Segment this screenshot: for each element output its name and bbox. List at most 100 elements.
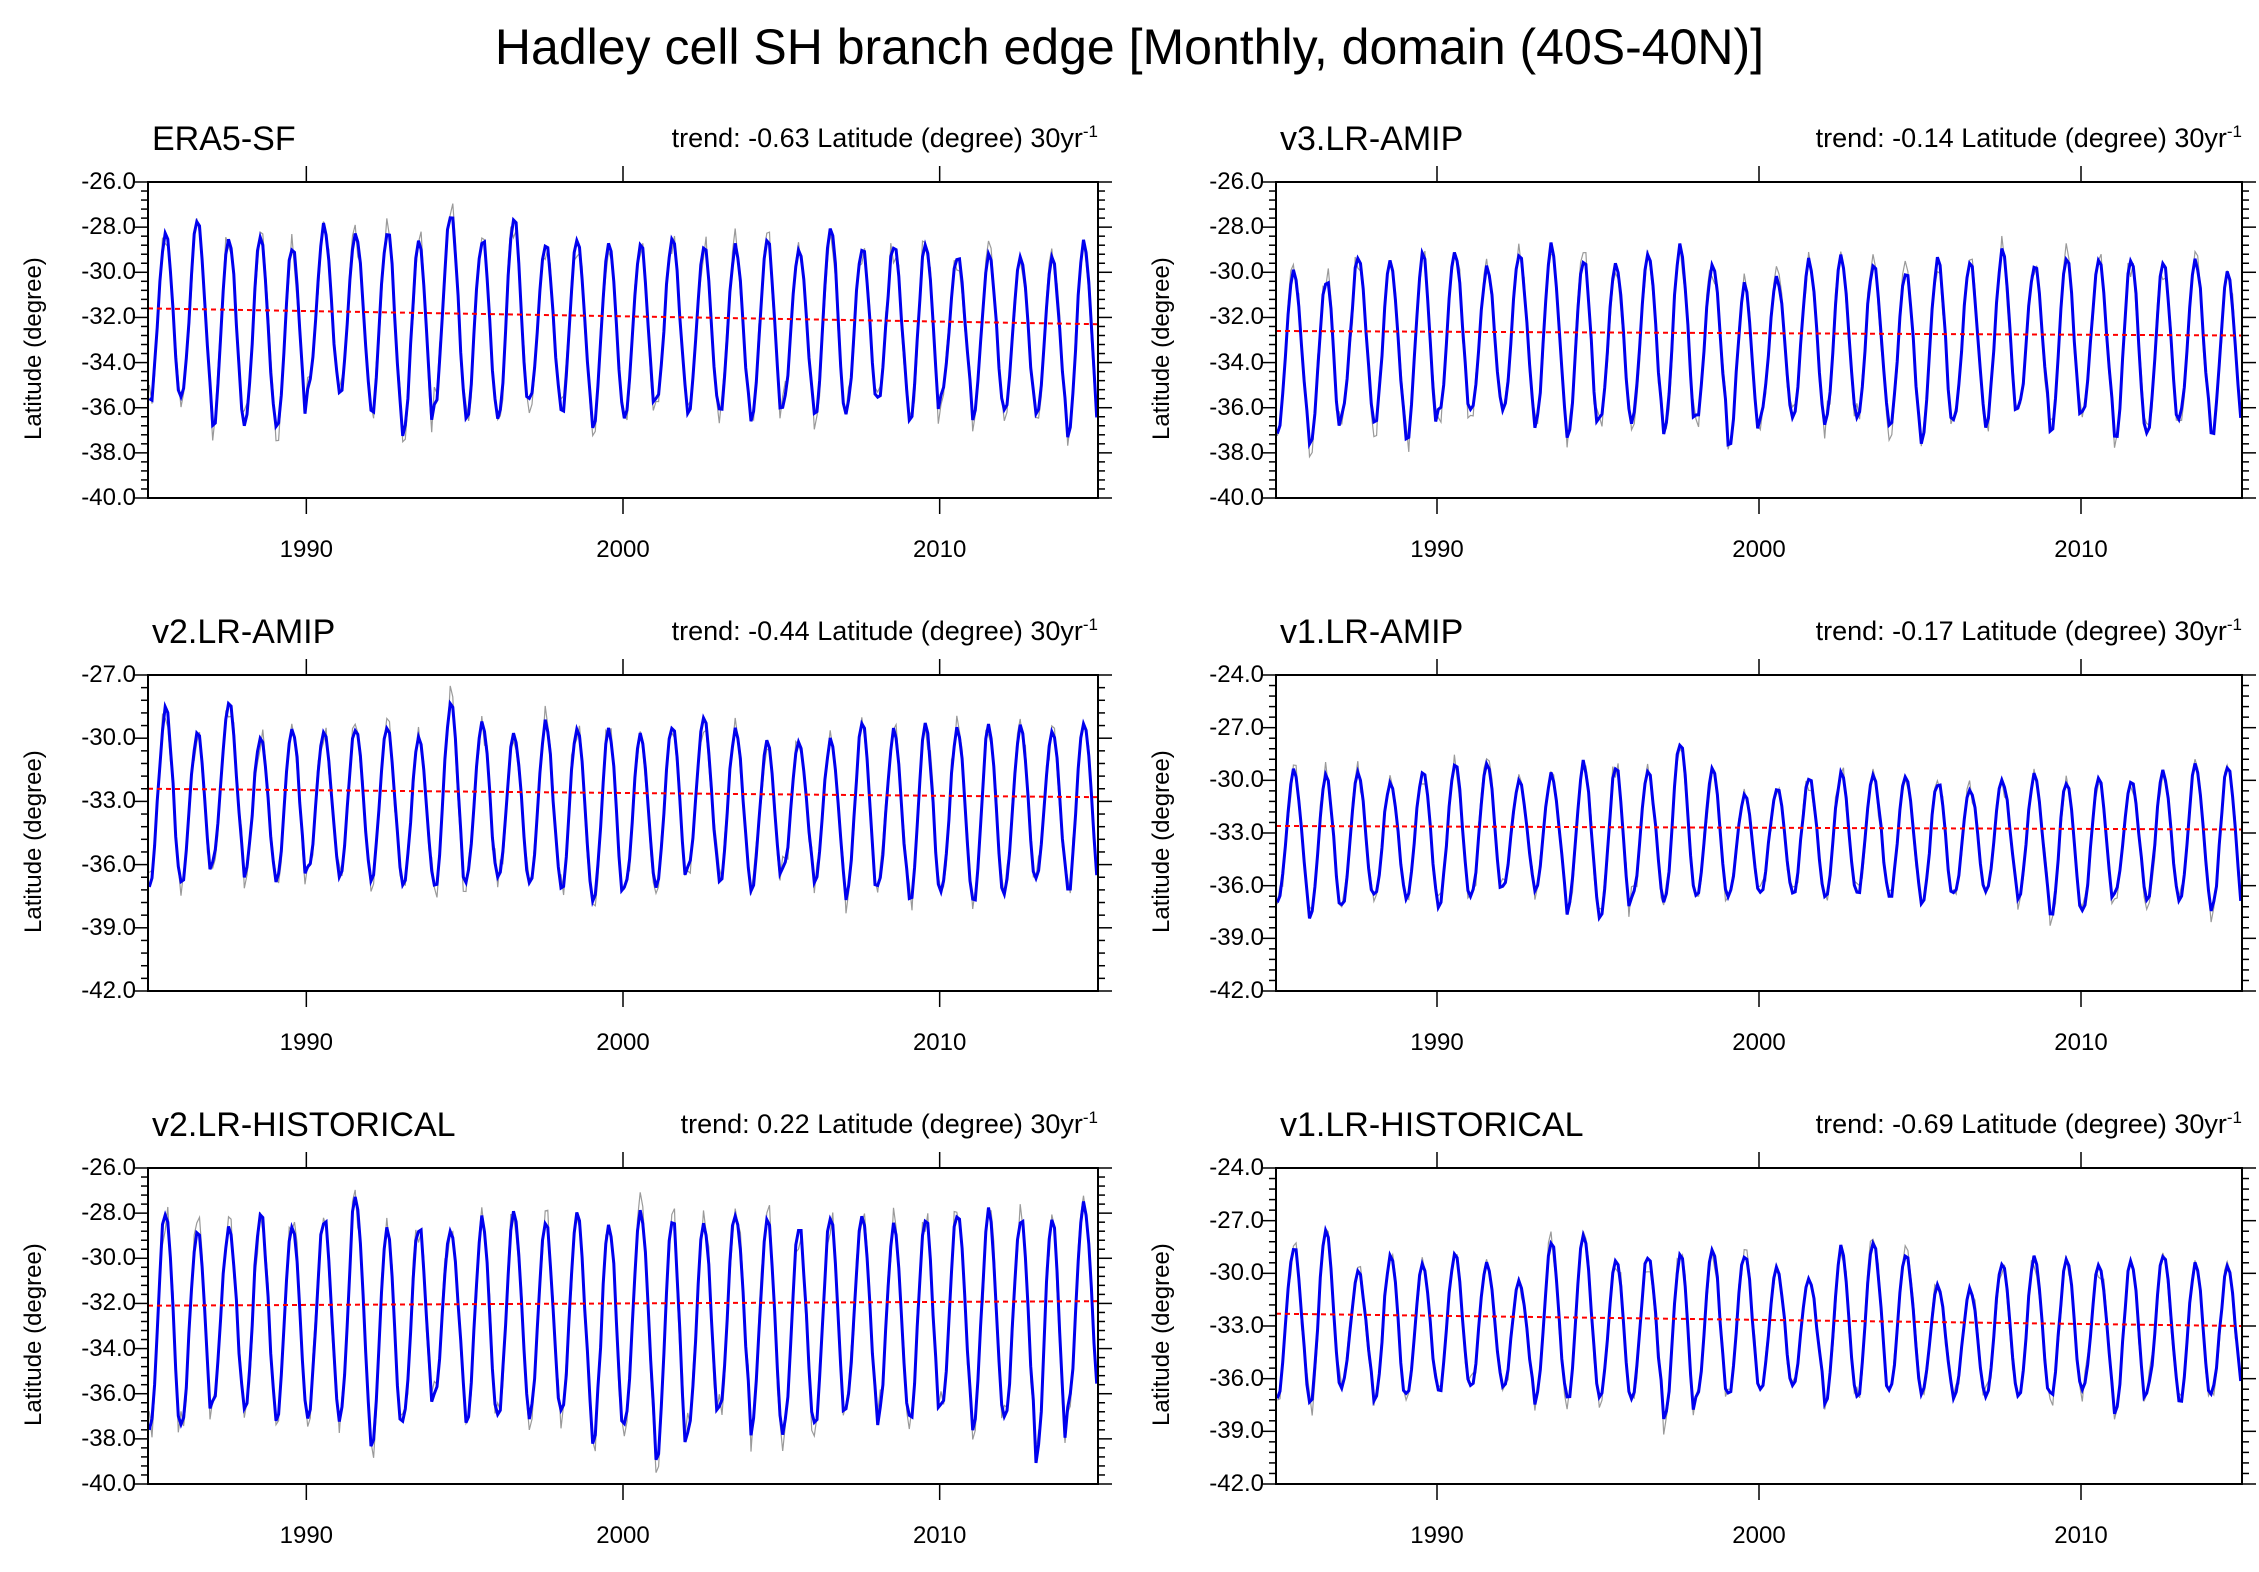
y-tick-label: -28.0 [81,213,136,241]
y-tick-label: -42.0 [1209,977,1264,1004]
trend-line [1275,329,2243,337]
y-tick-label: -34.0 [81,348,136,376]
x-tick-label: 2000 [1732,536,1786,563]
y-tick-label: -27.0 [1209,1206,1264,1234]
trend-annotation: trend: -0.63 Latitude (degree) 30yr-1 [672,122,1098,154]
y-tick-label: -34.0 [81,1334,136,1362]
trend-line [147,307,1099,326]
trend-exponent: -1 [1082,122,1098,141]
plot-frame [1275,1167,2243,1485]
plot-area [134,166,1112,514]
x-tick-label: 1990 [279,1522,334,1549]
y-tick-label: -30.0 [81,258,136,286]
y-tick-label: -38.0 [81,1424,136,1452]
y-tick-label: -30.0 [1209,258,1264,286]
trend-unit: 30yr [2174,123,2227,153]
trend-text: trend: -0.44 Latitude (degree) [671,616,1031,646]
y-tick-label: -38.0 [1209,438,1264,466]
y-tick-label: -36.0 [1209,393,1264,421]
y-tick-label: -34.0 [1209,348,1264,376]
trend-exponent: -1 [1082,615,1098,634]
y-tick-label: -32.0 [81,1289,136,1317]
x-tick-label: 2000 [596,1029,650,1056]
plot-area [1262,166,2256,514]
series-smoothed-line [1275,242,2243,450]
series-smoothed-line [147,699,1099,908]
trend-unit: 30yr [1030,1109,1083,1139]
x-tick-label: 2010 [2054,1522,2108,1549]
y-tick-label: -27.0 [1209,713,1264,741]
panel-title: v2.LR-AMIP [152,613,336,651]
trend-annotation: trend: -0.17 Latitude (degree) 30yr-1 [1816,615,2242,647]
trend-text: trend: 0.22 Latitude (degree) [680,1109,1031,1139]
series-raw-line [148,685,1098,914]
series-smoothed-line [1275,742,2243,922]
x-tick-label: 2010 [2054,1029,2108,1056]
y-axis-label: Latitude (degree) [20,257,47,440]
x-tick-label: 1990 [1410,536,1464,563]
plot-frame [1275,181,2243,499]
y-tick-label: -26.0 [1209,168,1264,195]
plot-frame [147,1167,1099,1485]
y-tick-label: -33.0 [81,787,136,815]
series-smoothed-line [147,1196,1099,1464]
trend-exponent: -1 [1082,1108,1098,1127]
y-tick-label: -40.0 [81,1470,136,1497]
trend-line [147,787,1099,799]
y-tick-label: -42.0 [81,977,136,1004]
y-tick-label: -24.0 [1209,661,1264,688]
y-tick-label: -27.0 [81,661,136,688]
trend-exponent: -1 [2226,1108,2242,1127]
plot-frame [147,674,1099,992]
x-tick-label: 1990 [279,536,334,563]
panel-title: v3.LR-AMIP [1280,120,1464,158]
x-tick-label: 1990 [1410,1522,1464,1549]
y-tick-label: -39.0 [81,913,136,941]
plot-area [1262,1152,2256,1500]
trend-annotation: trend: -0.44 Latitude (degree) 30yr-1 [672,615,1098,647]
y-tick-label: -30.0 [81,724,136,752]
y-tick-label: -33.0 [1209,1312,1264,1339]
figure-title: Hadley cell SH branch edge [Monthly, dom… [494,19,1765,75]
y-tick-label: -36.0 [81,850,136,878]
x-tick-label: 2010 [912,536,967,563]
y-tick-label: -33.0 [1209,819,1264,846]
trend-annotation: trend: -0.69 Latitude (degree) 30yr-1 [1816,1108,2242,1140]
plot-area [134,659,1112,1007]
y-tick-label: -30.0 [1209,1259,1264,1287]
trend-text: trend: -0.14 Latitude (degree) [1815,123,2175,153]
trend-line [147,1300,1099,1307]
trend-line [1275,824,2243,831]
plot-frame [1275,674,2243,992]
trend-text: trend: -0.17 Latitude (degree) [1815,616,2175,646]
y-tick-label: -24.0 [1209,1154,1264,1181]
y-axis-label: Latitude (degree) [1148,1243,1175,1426]
y-tick-label: -30.0 [1209,766,1264,794]
y-tick-label: -40.0 [1209,484,1264,511]
trend-line [1275,1312,2243,1327]
y-tick-label: -32.0 [81,303,136,331]
panel-title: ERA5-SF [152,120,296,158]
x-tick-label: 2000 [1732,1522,1786,1549]
x-tick-label: 2000 [1732,1029,1786,1056]
y-tick-label: -28.0 [1209,213,1264,241]
y-axis-label: Latitude (degree) [1148,750,1175,933]
trend-unit: 30yr [2174,616,2227,646]
y-tick-label: -39.0 [1209,1417,1264,1445]
series-smoothed-line [1275,1224,2243,1420]
x-tick-label: 2010 [912,1522,967,1549]
plot-area [1262,659,2256,1007]
x-tick-label: 2000 [596,536,650,563]
panel-title: v2.LR-HISTORICAL [152,1106,456,1144]
trend-text: trend: -0.63 Latitude (degree) [671,123,1031,153]
y-tick-label: -32.0 [1209,303,1264,331]
trend-annotation: trend: -0.14 Latitude (degree) 30yr-1 [1816,122,2242,154]
x-tick-label: 2010 [2054,536,2108,563]
trend-exponent: -1 [2226,615,2242,634]
x-tick-label: 2010 [912,1029,967,1056]
y-tick-label: -38.0 [81,438,136,466]
y-axis-label: Latitude (degree) [1148,257,1175,440]
y-tick-label: -36.0 [1209,1364,1264,1392]
series-smoothed-line [148,216,1099,438]
y-tick-label: -36.0 [1209,871,1264,899]
